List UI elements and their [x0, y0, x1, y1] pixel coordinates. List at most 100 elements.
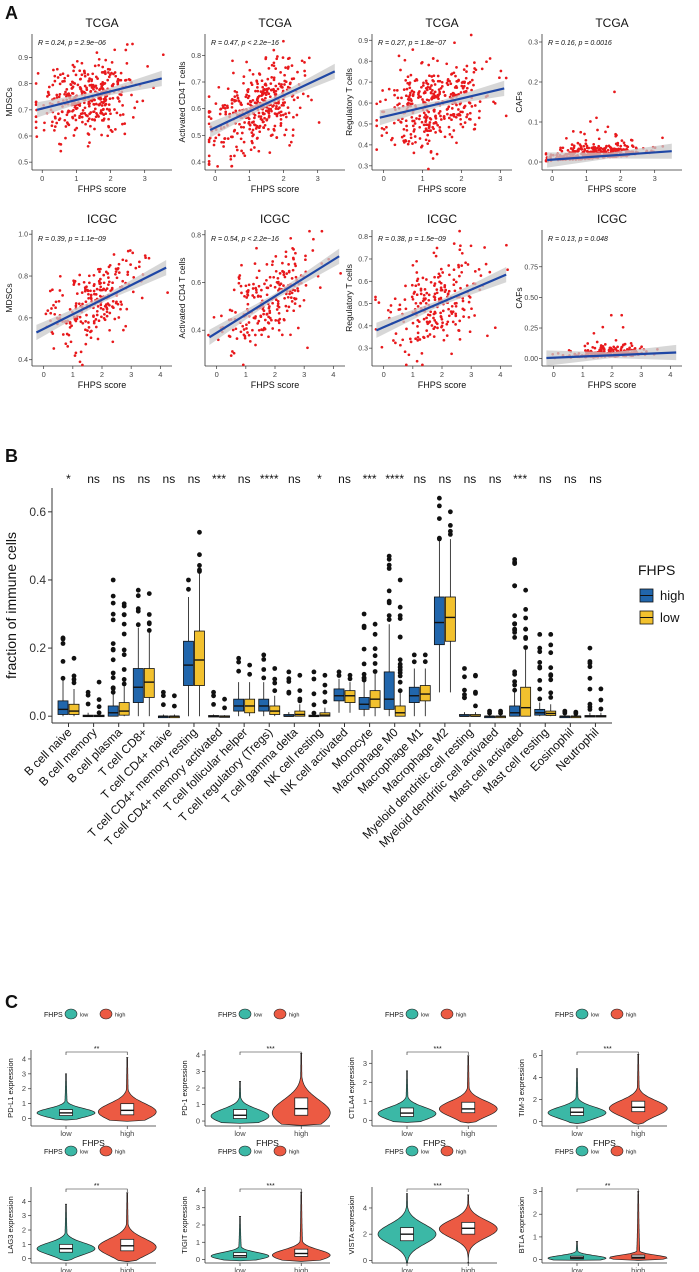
scatter-point	[108, 97, 112, 101]
outlier-point	[548, 632, 554, 637]
scatter-point	[96, 305, 100, 308]
outlier-point	[197, 567, 202, 573]
scatter-point	[121, 104, 124, 107]
scatter-point	[125, 307, 129, 311]
significance-bracket	[65, 1051, 128, 1055]
scatter-point	[598, 349, 602, 352]
y-axis-label: TIGIT expression	[180, 1196, 189, 1253]
scatter-point	[415, 259, 418, 263]
scatter-point	[259, 115, 263, 118]
scatter-point	[306, 346, 309, 350]
scatter-point	[445, 334, 449, 337]
panel-label-a: A	[5, 3, 18, 23]
scatter-point	[477, 268, 481, 271]
scatter-point	[267, 321, 271, 325]
scatter-point	[459, 286, 462, 290]
y-tick-label: 0.6	[29, 505, 46, 519]
scatter-point	[492, 100, 495, 104]
scatter-point	[281, 261, 284, 265]
scatter-point	[114, 272, 117, 276]
scatter-point	[259, 117, 263, 121]
scatter-point	[107, 103, 111, 106]
scatter-point	[458, 102, 462, 106]
scatter-point	[592, 143, 596, 146]
scatter-point	[298, 106, 302, 110]
scatter-point	[240, 131, 244, 135]
scatter-point	[224, 112, 228, 116]
scatter-point	[559, 146, 562, 150]
scatter-point	[437, 112, 441, 115]
scatter-point	[457, 108, 460, 111]
outlier-point	[222, 705, 227, 711]
scatter-point	[612, 345, 616, 349]
scatter-point	[256, 82, 259, 86]
scatter-point	[261, 307, 265, 311]
scatter-point	[467, 315, 471, 319]
x-tick-label: 3	[316, 174, 320, 183]
scatter-point	[71, 85, 75, 89]
x-tick-label: 0	[382, 174, 386, 183]
scatter-point	[87, 326, 91, 329]
scatter-point	[125, 62, 129, 65]
scatter-point	[102, 113, 106, 117]
scatter-point	[450, 304, 454, 308]
x-tick-label: 2	[440, 370, 444, 379]
scatter-point	[440, 288, 444, 292]
scatter-point	[440, 85, 444, 88]
y-tick-label: 0.8	[358, 59, 368, 66]
scatter-point	[138, 260, 141, 264]
y-tick-label: 0	[22, 1114, 26, 1123]
scatter-point	[228, 335, 232, 338]
scatter-point	[450, 352, 453, 356]
outlier-point	[311, 702, 317, 708]
scatter-point	[403, 58, 407, 62]
scatter-point	[96, 77, 99, 80]
scatter-point	[583, 132, 586, 136]
scatter-point	[427, 293, 431, 297]
scatter-point	[292, 115, 295, 119]
scatter-point	[424, 116, 428, 120]
scatter-point	[34, 120, 38, 124]
scatter-point	[51, 83, 55, 87]
violin-body	[97, 1057, 157, 1122]
scatter-point	[87, 274, 91, 278]
outlier-point	[397, 613, 403, 618]
y-tick-label: 0.3	[358, 346, 368, 353]
scatter-point	[296, 96, 300, 99]
scatter-point	[445, 62, 449, 66]
y-tick-label: 0.6	[18, 134, 28, 141]
scatter-point	[599, 149, 602, 153]
scatter-point	[441, 321, 444, 325]
outlier-point	[110, 611, 116, 617]
box-low	[269, 666, 281, 717]
scatter-point	[89, 336, 93, 340]
scatter-point	[252, 296, 256, 299]
scatter-point	[75, 292, 79, 295]
scatter-point	[464, 76, 468, 80]
scatter-point	[274, 319, 278, 322]
box-low	[419, 652, 431, 717]
violin-low: low	[547, 1068, 607, 1138]
scatter-point	[304, 254, 307, 258]
scatter-point	[52, 303, 55, 307]
scatter-point	[493, 326, 497, 330]
scatter-point	[108, 73, 112, 76]
outlier-point	[548, 650, 554, 656]
scatter-point	[386, 308, 390, 312]
scatter-point	[394, 341, 397, 345]
scatter-point	[380, 134, 384, 137]
box-body	[408, 686, 420, 703]
scatter-point	[110, 61, 114, 64]
scatter-point	[430, 324, 434, 327]
scatter-point	[90, 118, 94, 121]
box-low	[319, 672, 331, 717]
scatter-point	[232, 71, 235, 75]
outlier-point	[146, 612, 152, 617]
scatter-point	[425, 88, 429, 92]
x-axis-label: FHPS score	[418, 380, 467, 390]
scatter-point	[98, 288, 102, 292]
scatter-point	[126, 270, 130, 274]
outlier-point	[261, 675, 267, 681]
scatter-point	[284, 250, 288, 254]
y-axis-label: CAFs	[514, 91, 524, 112]
